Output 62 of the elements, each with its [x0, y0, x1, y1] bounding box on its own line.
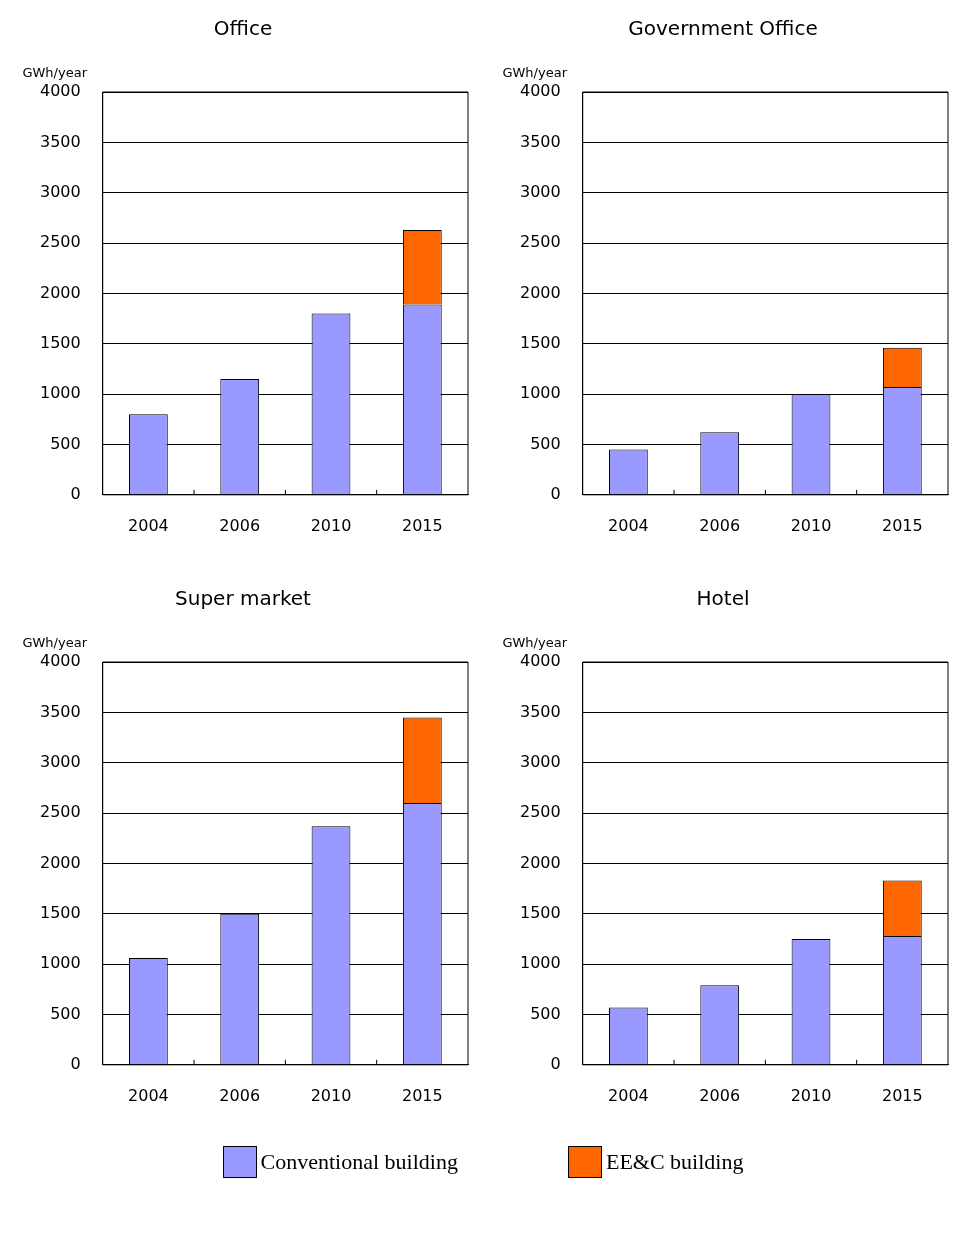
y-tick-label: 1000: [40, 383, 81, 403]
x-tick-label: 2004: [608, 515, 649, 535]
legend-label: Conventional building: [260, 1149, 458, 1175]
y-tick-label: 3000: [520, 181, 561, 201]
y-tick-label: 1000: [520, 953, 561, 973]
x-tick-label: 2004: [608, 1085, 649, 1105]
y-axis-title: GWh/year: [502, 634, 568, 650]
y-tick-label: 3000: [40, 751, 81, 771]
y-tick-label: 3000: [520, 751, 561, 771]
x-tick-label: 2004: [128, 515, 169, 535]
y-tick-label: 2000: [40, 852, 81, 872]
y-tick-label: 1500: [520, 902, 561, 922]
y-tick-label: 500: [50, 1003, 81, 1023]
y-tick-label: 2000: [520, 852, 561, 872]
y-tick-label: 4000: [520, 651, 561, 671]
y-tick-label: 1500: [40, 902, 81, 922]
y-tick-label: 500: [50, 433, 81, 453]
y-tick-label: 3500: [40, 701, 81, 721]
x-tick-label: 2010: [790, 1085, 832, 1105]
x-tick-label: 2015: [881, 515, 923, 535]
y-tick-label: 1500: [520, 332, 561, 352]
y-tick-label: 2000: [40, 282, 81, 302]
y-tick-label: 0: [550, 1053, 561, 1073]
x-tick-label: 2010: [790, 515, 832, 535]
x-tick-label: 2006: [219, 515, 261, 535]
y-tick-label: 2000: [520, 282, 561, 302]
x-tick-label: 2015: [881, 1085, 923, 1105]
y-axis-title: GWh/year: [22, 634, 88, 650]
y-tick-label: 500: [530, 1003, 561, 1023]
chart-title: Hotel: [696, 586, 750, 611]
x-tick-label: 2015: [401, 515, 443, 535]
y-tick-label: 2500: [40, 802, 81, 822]
y-tick-label: 1000: [520, 383, 561, 403]
y-tick-label: 2500: [520, 802, 561, 822]
y-tick-label: 500: [530, 433, 561, 453]
y-tick-label: 4000: [520, 81, 561, 101]
y-tick-label: 0: [550, 483, 561, 503]
y-tick-label: 3000: [40, 181, 81, 201]
chart-title: Government Office: [628, 16, 818, 41]
x-tick-label: 2006: [699, 515, 741, 535]
y-tick-label: 1000: [40, 953, 81, 973]
y-tick-label: 0: [70, 483, 81, 503]
y-tick-label: 0: [70, 1053, 81, 1073]
y-tick-label: 3500: [520, 701, 561, 721]
y-axis-title: GWh/year: [22, 64, 88, 80]
y-tick-label: 3500: [40, 131, 81, 151]
chart-title: Super market: [175, 586, 312, 611]
x-tick-label: 2004: [128, 1085, 169, 1105]
y-tick-label: 1500: [40, 332, 81, 352]
y-axis-title: GWh/year: [502, 64, 568, 80]
legend-label: EE&C building: [605, 1149, 744, 1175]
x-tick-label: 2015: [401, 1085, 443, 1105]
chart-title: Office: [213, 16, 273, 41]
x-tick-label: 2006: [699, 1085, 741, 1105]
y-tick-label: 2500: [40, 232, 81, 252]
y-tick-label: 3500: [520, 131, 561, 151]
y-tick-label: 4000: [40, 81, 81, 101]
x-tick-label: 2006: [219, 1085, 261, 1105]
y-tick-label: 4000: [40, 651, 81, 671]
x-tick-label: 2010: [310, 1085, 352, 1105]
y-tick-label: 2500: [520, 232, 561, 252]
x-tick-label: 2010: [310, 515, 352, 535]
